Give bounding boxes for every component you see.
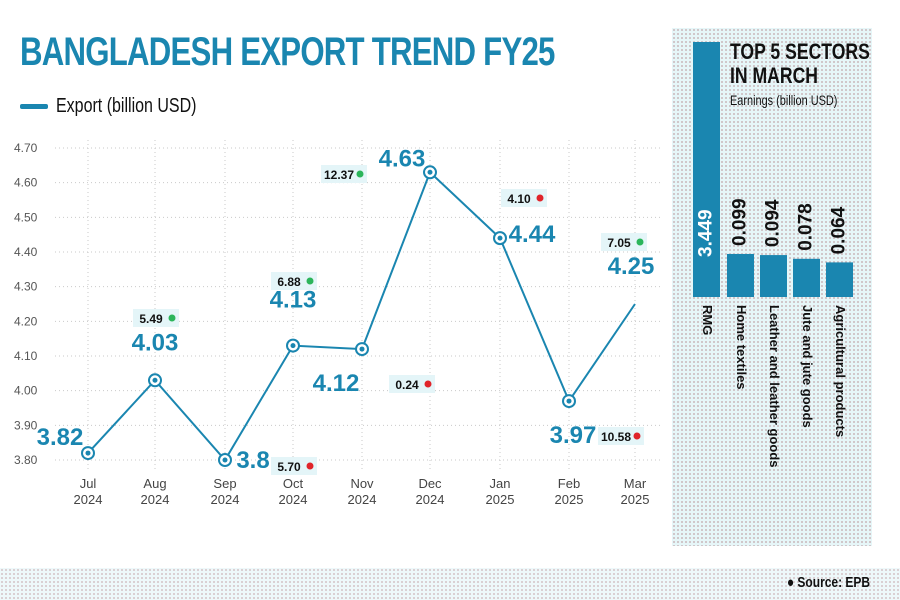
- bar-value-label: 0.078: [796, 203, 817, 251]
- x-tick-label: Dec: [418, 476, 442, 491]
- bar-2: [760, 255, 787, 297]
- x-tick-label: Mar: [624, 476, 647, 491]
- bar-value-label: 0.064: [829, 206, 850, 254]
- annotation-box: [133, 309, 179, 327]
- x-tick-label: Aug: [143, 476, 166, 491]
- annotation-box: [271, 457, 317, 475]
- y-tick-label: 4.50: [14, 210, 38, 224]
- bar-category-label: Leather and leather goods: [767, 305, 782, 468]
- bar-category-label: Agricultural products: [833, 305, 848, 437]
- y-tick-label: 3.90: [14, 418, 38, 432]
- bar-category-label: Home textiles: [734, 305, 749, 390]
- footer: [0, 568, 900, 600]
- data-label: 3.97: [550, 422, 597, 449]
- bar-4: [826, 262, 853, 297]
- y-tick-label: 4.70: [14, 141, 38, 155]
- data-label: 4.25: [608, 253, 655, 280]
- annotation-box: [321, 165, 367, 183]
- data-point-center: [359, 346, 365, 352]
- x-tick-label: Nov: [350, 476, 374, 491]
- data-point-center: [497, 235, 503, 241]
- source-text: Source: EPB: [797, 574, 870, 591]
- x-tick-label: Jul: [80, 476, 97, 491]
- y-tick-label: 4.00: [14, 384, 38, 398]
- data-label: 4.44: [509, 221, 556, 248]
- annotation-down: 4.10: [507, 192, 531, 206]
- data-label: 4.03: [132, 329, 179, 356]
- annotation-down: 0.24: [395, 378, 419, 392]
- down-arrow-icon: [633, 432, 641, 440]
- x-tick-label: 2024: [74, 492, 103, 507]
- data-point-center: [152, 377, 158, 383]
- bar-0: [693, 42, 720, 297]
- down-arrow-icon: [536, 194, 544, 202]
- legend-swatch: [20, 104, 48, 109]
- sector-panel-subtitle: Earnings (billion USD): [730, 92, 838, 108]
- data-point-center: [566, 398, 572, 404]
- y-tick-label: 4.40: [14, 245, 38, 259]
- x-tick-label: 2025: [621, 492, 650, 507]
- x-tick-label: 2024: [348, 492, 377, 507]
- data-label: 3.82: [37, 424, 84, 451]
- bar-value-label: 3.449: [696, 209, 717, 257]
- up-arrow-icon: [168, 314, 176, 322]
- y-tick-label: 4.60: [14, 176, 38, 190]
- bar-value-label: 0.094: [763, 199, 784, 247]
- annotation-up: 6.88: [277, 275, 301, 289]
- annotation-box: [601, 233, 647, 251]
- data-point-center: [222, 457, 228, 463]
- y-tick-label: 4.20: [14, 314, 38, 328]
- annotation-box: [271, 272, 317, 290]
- y-tick-label: 4.30: [14, 280, 38, 294]
- up-arrow-icon: [306, 277, 314, 285]
- x-tick-label: Jan: [490, 476, 511, 491]
- annotation-up: 5.49: [139, 312, 163, 326]
- x-tick-label: 2024: [416, 492, 445, 507]
- legend-label: Export (billion USD): [56, 95, 197, 117]
- annotation-down: 5.70: [277, 460, 301, 474]
- sector-title-line-2: IN MARCH: [730, 63, 818, 88]
- up-arrow-icon: [356, 170, 364, 178]
- bar-category-label: RMG: [700, 305, 715, 335]
- sector-panel-title: TOP 5 SECTORS IN MARCH: [730, 40, 870, 88]
- annotation-box: [389, 375, 435, 393]
- x-tick-label: 2024: [279, 492, 308, 507]
- data-label: 4.12: [313, 370, 360, 397]
- y-tick-label: 4.10: [14, 349, 38, 363]
- bar-1: [727, 253, 754, 297]
- sector-title-line-1: TOP 5 SECTORS: [730, 39, 870, 64]
- annotation-down: 10.58: [601, 430, 631, 444]
- data-label: 3.8: [236, 447, 269, 474]
- up-arrow-icon: [636, 238, 644, 246]
- legend: Export (billion USD): [20, 95, 232, 118]
- x-tick-label: 2024: [141, 492, 170, 507]
- data-point-center: [427, 169, 433, 175]
- down-arrow-icon: [424, 380, 432, 388]
- x-tick-label: 2024: [211, 492, 240, 507]
- x-tick-label: Sep: [213, 476, 236, 491]
- annotation-box: [501, 189, 547, 207]
- x-tick-label: 2025: [486, 492, 515, 507]
- data-point-center: [85, 450, 91, 456]
- annotation-box: [598, 427, 644, 445]
- bar-category-label: Jute and jute goods: [800, 305, 815, 428]
- annotation-up: 7.05: [607, 236, 631, 250]
- source-note: ● Source: EPB: [786, 574, 870, 591]
- y-tick-label: 3.80: [14, 453, 38, 467]
- x-tick-label: 2025: [555, 492, 584, 507]
- down-arrow-icon: [306, 462, 314, 470]
- annotation-up: 12.37: [324, 168, 354, 182]
- bar-3: [793, 258, 820, 297]
- x-tick-label: Feb: [558, 476, 580, 491]
- data-label: 4.63: [379, 145, 426, 172]
- x-tick-label: Oct: [283, 476, 304, 491]
- chart-title: BANGLADESH EXPORT TREND FY25: [20, 30, 555, 74]
- data-point-center: [290, 343, 296, 349]
- data-label: 4.13: [270, 287, 317, 314]
- bar-value-label: 0.099: [730, 198, 751, 246]
